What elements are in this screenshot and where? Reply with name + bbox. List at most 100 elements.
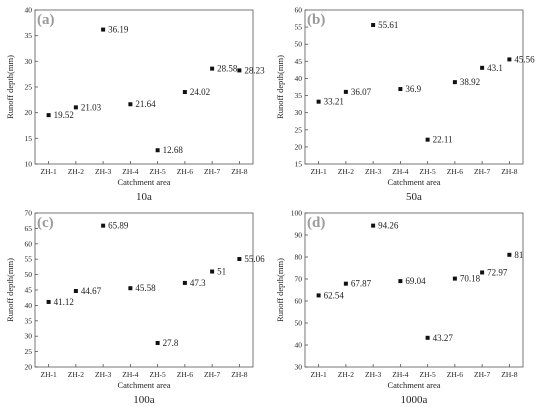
data-label: 27.8 <box>163 338 179 348</box>
data-label: 38.92 <box>460 77 480 87</box>
data-label: 28.23 <box>244 65 265 75</box>
y-tick-label: 30 <box>25 332 33 341</box>
data-point <box>73 105 78 110</box>
x-tick-label: ZH-2 <box>338 167 354 176</box>
y-tick-label: 50 <box>25 270 33 279</box>
y-tick-label: 50 <box>295 40 303 49</box>
data-point <box>101 223 106 228</box>
x-tick-label: ZH-6 <box>447 370 463 379</box>
data-label: 69.04 <box>405 276 426 286</box>
y-tick-label: 40 <box>25 301 33 310</box>
data-label: 19.52 <box>54 110 74 120</box>
plot-frame <box>304 9 524 165</box>
y-tick-label: 25 <box>25 83 33 92</box>
y-axis-label: Runoff depth(mm) <box>275 55 285 119</box>
data-label: 41.12 <box>54 297 74 307</box>
panel-caption: 100a <box>133 394 155 406</box>
x-tick-label: ZH-8 <box>231 370 247 379</box>
data-point <box>210 269 215 274</box>
data-label: 28.58 <box>217 64 238 74</box>
y-tick-label: 45 <box>295 57 303 66</box>
panel-caption: 10a <box>136 191 152 203</box>
y-tick-label: 60 <box>295 6 303 15</box>
y-tick-label: 60 <box>25 239 33 248</box>
x-tick-label: ZH-7 <box>204 370 220 379</box>
plot-frame <box>304 212 524 368</box>
data-label: 43.1 <box>487 63 503 73</box>
data-label: 81 <box>514 250 523 260</box>
data-label: 65.89 <box>108 221 129 231</box>
panel-caption: 1000a <box>401 394 428 406</box>
x-tick-label: ZH-3 <box>365 370 381 379</box>
y-tick-label: 25 <box>295 125 303 134</box>
y-axis-label: Runoff depth(mm) <box>5 55 15 119</box>
data-point <box>210 66 215 71</box>
data-point <box>480 65 485 70</box>
data-point <box>425 137 430 142</box>
data-label: 36.07 <box>351 87 372 97</box>
x-tick-label: ZH-4 <box>392 370 408 379</box>
data-label: 70.18 <box>460 274 481 284</box>
data-label: 12.68 <box>163 145 184 155</box>
data-point <box>182 90 187 95</box>
data-label: 55.06 <box>244 254 265 264</box>
y-tick-label: 40 <box>295 74 303 83</box>
y-tick-label: 65 <box>25 224 33 233</box>
y-tick-label: 30 <box>295 108 303 117</box>
y-tick-label: 20 <box>25 363 33 372</box>
data-point <box>480 270 485 275</box>
y-axis-label: Runoff depth(mm) <box>275 258 285 322</box>
y-tick-label: 60 <box>295 297 303 306</box>
x-axis-label: Catchment area <box>117 177 170 187</box>
x-tick-label: ZH-8 <box>501 167 517 176</box>
data-point <box>101 27 106 32</box>
data-point <box>237 68 242 73</box>
data-label: 45.56 <box>514 54 535 64</box>
x-tick-label: ZH-5 <box>420 167 436 176</box>
y-tick-label: 35 <box>25 316 33 325</box>
x-tick-label: ZH-2 <box>68 167 84 176</box>
x-tick-label: ZH-1 <box>41 167 57 176</box>
data-point <box>46 113 51 118</box>
y-tick-label: 30 <box>25 57 33 66</box>
data-label: 55.61 <box>378 20 398 30</box>
x-axis-label: Catchment area <box>387 380 440 390</box>
data-point <box>182 280 187 285</box>
x-tick-label: ZH-7 <box>474 370 490 379</box>
x-tick-label: ZH-6 <box>177 167 193 176</box>
x-tick-label: ZH-5 <box>420 370 436 379</box>
x-tick-label: ZH-3 <box>95 167 111 176</box>
x-tick-label: ZH-4 <box>122 370 138 379</box>
data-point <box>128 102 133 107</box>
data-label: 44.67 <box>81 286 102 296</box>
y-tick-label: 20 <box>295 142 303 151</box>
y-tick-label: 55 <box>295 23 303 32</box>
y-tick-label: 25 <box>25 347 33 356</box>
y-tick-label: 50 <box>295 319 303 328</box>
x-tick-label: ZH-3 <box>365 167 381 176</box>
data-label: 21.64 <box>135 99 156 109</box>
data-point <box>46 299 51 304</box>
y-tick-label: 20 <box>25 108 33 117</box>
data-point <box>507 57 512 62</box>
data-point <box>316 293 321 298</box>
panel-letter: (b) <box>307 12 325 28</box>
x-tick-label: ZH-6 <box>177 370 193 379</box>
data-label: 36.9 <box>405 84 421 94</box>
x-tick-label: ZH-5 <box>150 370 166 379</box>
panel-letter: (c) <box>37 215 54 231</box>
data-label: 45.58 <box>135 283 156 293</box>
data-point <box>343 281 348 286</box>
data-point <box>371 23 376 28</box>
data-point <box>398 279 403 284</box>
data-label: 72.97 <box>487 267 508 277</box>
data-point <box>452 80 457 85</box>
data-point <box>155 148 160 153</box>
x-tick-label: ZH-8 <box>501 370 517 379</box>
x-tick-label: ZH-4 <box>122 167 138 176</box>
data-point <box>128 286 133 291</box>
y-tick-label: 10 <box>25 160 33 169</box>
x-tick-label: ZH-2 <box>68 370 84 379</box>
data-point <box>452 276 457 281</box>
